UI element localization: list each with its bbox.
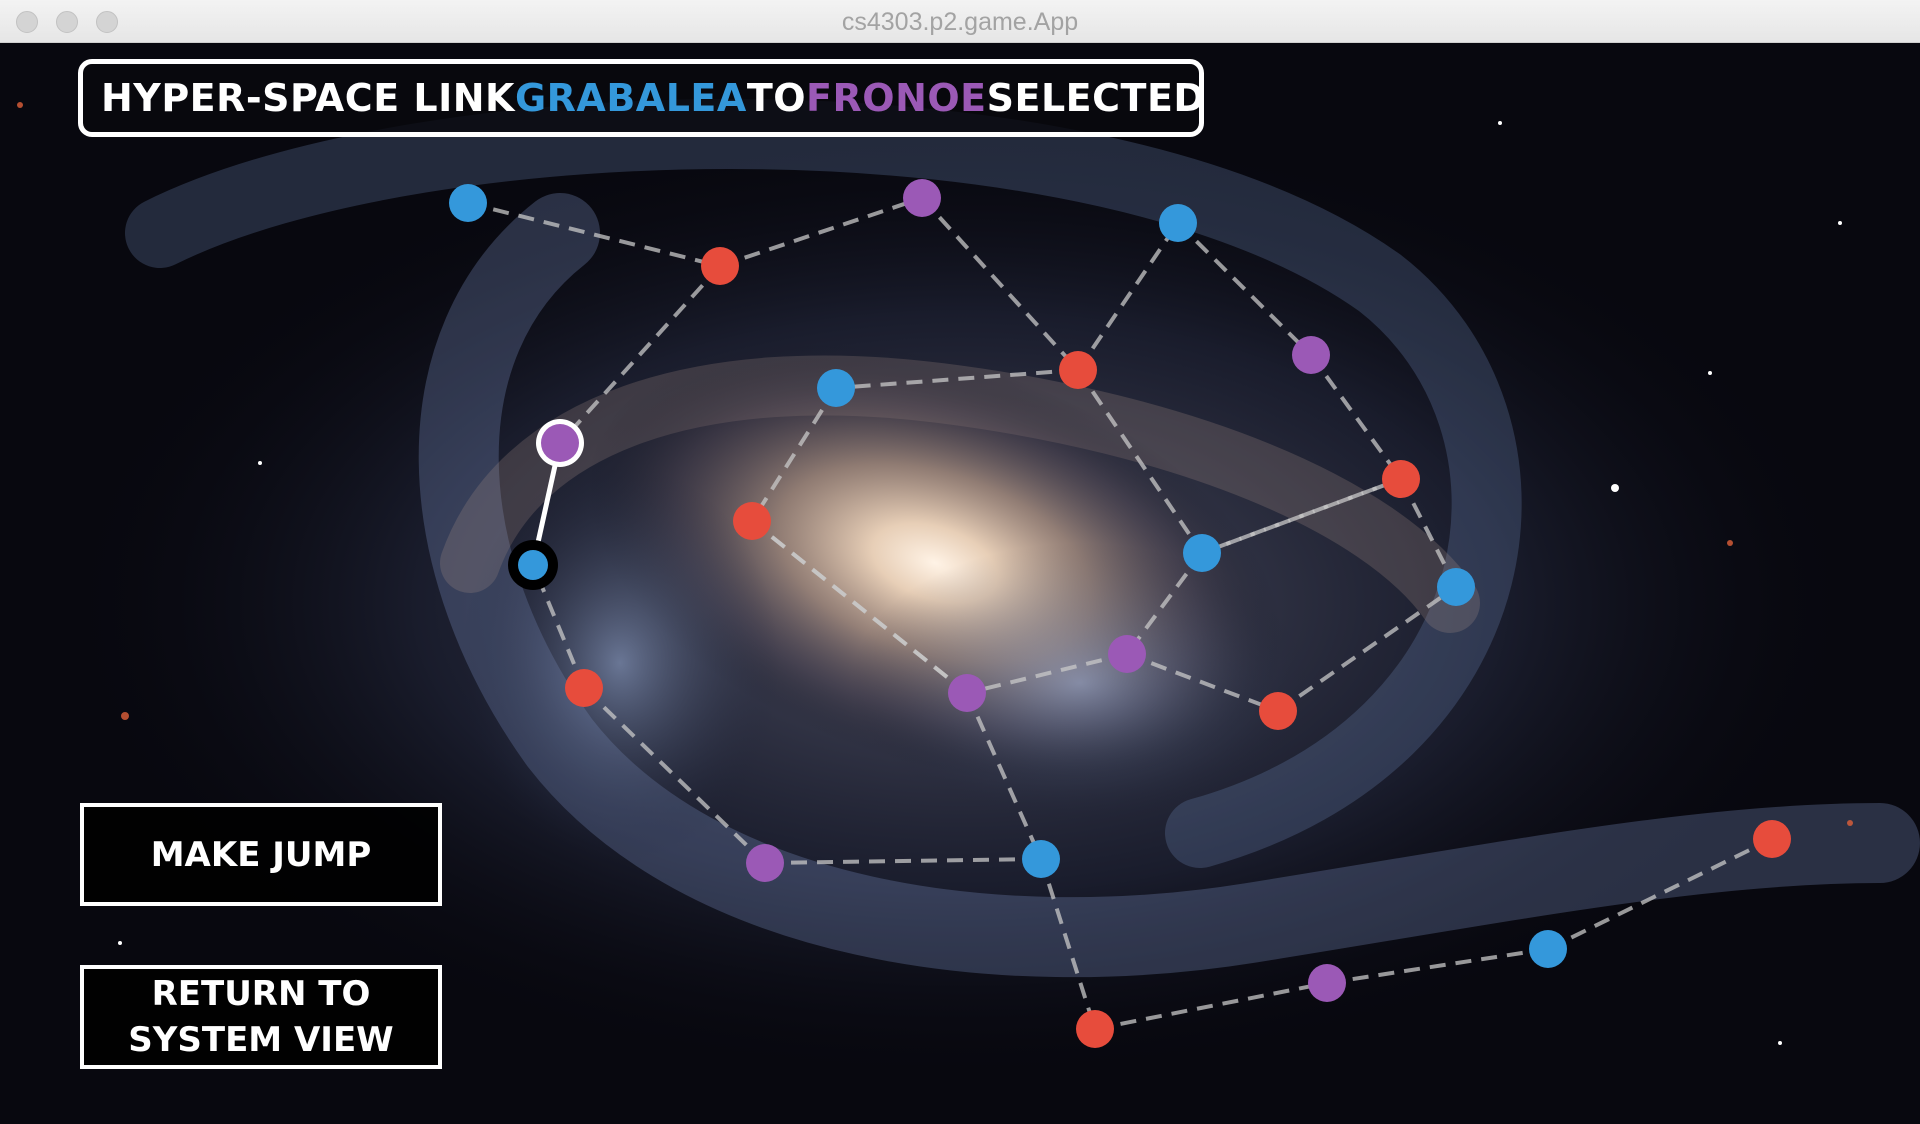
- hyperspace-link[interactable]: [1176, 221, 1313, 357]
- hyperspace-link[interactable]: [966, 652, 1128, 695]
- galaxy-background-image: [0, 43, 1920, 1124]
- star-system-node[interactable]: [449, 184, 487, 222]
- current-star-system-node[interactable]: [518, 550, 548, 580]
- star-system-node[interactable]: [1529, 930, 1567, 968]
- star-system-node[interactable]: [1259, 692, 1297, 730]
- banner-from-system: GRABALEA: [514, 76, 747, 120]
- hyperspace-link[interactable]: [582, 686, 767, 865]
- star-system-node[interactable]: [1059, 351, 1097, 389]
- hyperspace-link[interactable]: [835, 368, 1079, 390]
- window-title: cs4303.p2.game.App: [841, 8, 1079, 36]
- hyperspace-link[interactable]: [1309, 353, 1403, 481]
- star-system-node[interactable]: [701, 247, 739, 285]
- hyperspace-link[interactable]: [1547, 837, 1773, 951]
- star-system-node[interactable]: [565, 669, 603, 707]
- star-system-node[interactable]: [1308, 964, 1346, 1002]
- star-system-node[interactable]: [903, 179, 941, 217]
- hyperspace-link[interactable]: [764, 857, 1042, 865]
- return-label-line1: RETURN TO: [151, 974, 371, 1014]
- hyperspace-link[interactable]: [750, 519, 969, 695]
- banner-suffix: SELECTED: [986, 76, 1206, 120]
- star-system-node[interactable]: [1382, 460, 1420, 498]
- selected-star-system-node[interactable]: [541, 424, 579, 462]
- star-system-node[interactable]: [1753, 820, 1791, 858]
- hyperspace-link[interactable]: [750, 386, 838, 523]
- star-system-node[interactable]: [1437, 568, 1475, 606]
- star-system-node[interactable]: [1022, 840, 1060, 878]
- minimize-window-button[interactable]: [56, 11, 78, 33]
- star-system-node[interactable]: [817, 369, 855, 407]
- banner-prefix: HYPER-SPACE LINK: [101, 76, 515, 120]
- banner-middle: TO: [746, 76, 807, 120]
- hyperspace-link[interactable]: [558, 264, 722, 445]
- star-system-node[interactable]: [1108, 635, 1146, 673]
- hyperspace-link[interactable]: [1399, 478, 1458, 588]
- hyperspace-link[interactable]: [719, 196, 923, 268]
- maximize-window-button[interactable]: [96, 11, 118, 33]
- return-to-system-view-button[interactable]: RETURN TO SYSTEM VIEW: [80, 965, 442, 1069]
- star-system-node[interactable]: [1183, 534, 1221, 572]
- star-system-node[interactable]: [1159, 204, 1197, 242]
- make-jump-button[interactable]: MAKE JUMP: [80, 803, 442, 906]
- hyperspace-link[interactable]: [1094, 981, 1328, 1031]
- hyperspace-link[interactable]: [965, 692, 1043, 860]
- make-jump-label: MAKE JUMP: [150, 834, 372, 875]
- hyperspace-link[interactable]: [1039, 858, 1097, 1030]
- hyperspace-link[interactable]: [920, 196, 1080, 372]
- star-system-node[interactable]: [948, 674, 986, 712]
- galaxy-map-canvas[interactable]: HYPER-SPACE LINK GRABALEA TO FRONOE SELE…: [0, 43, 1920, 1124]
- star-system-node[interactable]: [1292, 336, 1330, 374]
- hyperspace-link[interactable]: [1126, 652, 1279, 713]
- title-bar: cs4303.p2.game.App: [0, 0, 1920, 43]
- hyperspace-link[interactable]: [1076, 221, 1180, 372]
- close-window-button[interactable]: [16, 11, 38, 33]
- banner-to-system: FRONOE: [806, 76, 987, 120]
- hyperspace-map: [449, 179, 1791, 1048]
- hyperspace-link[interactable]: [1076, 368, 1204, 555]
- hyperspace-link[interactable]: [1125, 551, 1204, 656]
- star-system-node[interactable]: [746, 844, 784, 882]
- hyperspace-link[interactable]: [1276, 585, 1458, 713]
- hyperspace-link[interactable]: [1201, 477, 1402, 555]
- hyperspace-link[interactable]: [467, 201, 721, 268]
- star-system-node[interactable]: [1076, 1010, 1114, 1048]
- return-label-line2: SYSTEM VIEW: [128, 1020, 394, 1060]
- hyperspace-link[interactable]: [1326, 947, 1549, 985]
- star-system-node[interactable]: [733, 502, 771, 540]
- selection-banner: HYPER-SPACE LINK GRABALEA TO FRONOE SELE…: [78, 59, 1206, 137]
